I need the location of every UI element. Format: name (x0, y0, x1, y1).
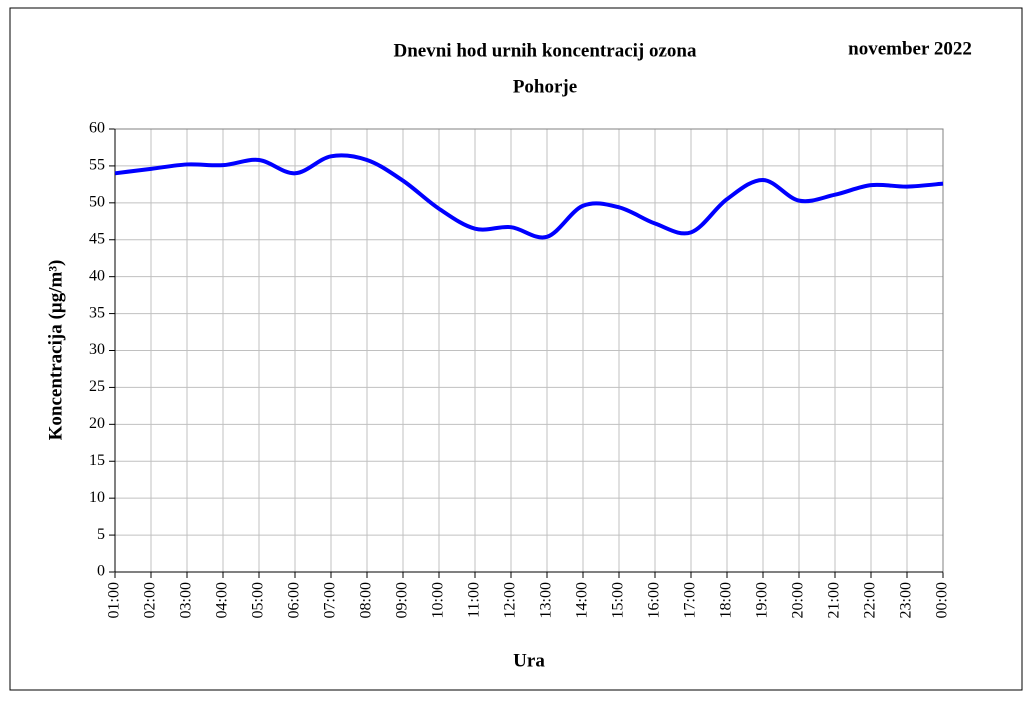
x-tick-label: 17:00 (682, 582, 699, 618)
y-tick-label: 25 (89, 378, 105, 395)
x-tick-label: 20:00 (790, 582, 807, 618)
x-tick-label: 03:00 (178, 582, 195, 618)
x-tick-label: 12:00 (502, 582, 519, 618)
x-tick-label: 13:00 (538, 582, 555, 618)
y-tick-label: 45 (89, 230, 105, 247)
y-tick-label: 10 (89, 489, 105, 506)
line (114, 153, 944, 240)
x-tick-label: 23:00 (898, 582, 915, 618)
y-tick-label: 40 (89, 267, 105, 284)
y-tick-label: 35 (89, 304, 105, 321)
x-tick-label: 19:00 (754, 582, 771, 618)
y-tick-label: 5 (97, 526, 105, 543)
x-axis-label: Ura (513, 650, 545, 671)
x-tick-label: 02:00 (142, 582, 159, 618)
y-tick-label: 30 (89, 341, 105, 358)
chart-title: Dnevni hod urnih koncentracij ozona (394, 40, 697, 61)
x-tick-label: 07:00 (322, 582, 339, 618)
x-tick-label: 05:00 (250, 582, 267, 618)
x-tick-label: 01:00 (106, 582, 123, 618)
x-tick-label: 09:00 (394, 582, 411, 618)
x-tick-label: 08:00 (358, 582, 375, 618)
x-tick-label: 10:00 (430, 582, 447, 618)
x-tick-label: 06:00 (286, 582, 303, 618)
y-tick-label: 0 (97, 563, 105, 580)
y-tick-label: 50 (89, 194, 105, 211)
x-tick-label: 11:00 (466, 582, 483, 618)
y-tick-label: 20 (89, 415, 105, 432)
x-tick-label: 14:00 (574, 582, 591, 618)
y-axis-label: Koncentracija (µg/m³) (45, 260, 66, 441)
x-tick-label: 22:00 (862, 582, 879, 618)
x-tick-label: 16:00 (646, 582, 663, 618)
x-tick-label: 00:00 (934, 582, 951, 618)
x-tick-label: 15:00 (610, 582, 627, 618)
period: november 2022 (848, 38, 972, 59)
x-tick-label: 04:00 (214, 582, 231, 618)
x-tick-label: 21:00 (826, 582, 843, 618)
y-tick-label: 55 (89, 157, 105, 174)
x-tick-label: 18:00 (718, 582, 735, 618)
y-tick-label: 60 (89, 120, 105, 137)
y-tick-label: 15 (89, 452, 105, 469)
chart-subtitle: Pohorje (513, 76, 577, 97)
